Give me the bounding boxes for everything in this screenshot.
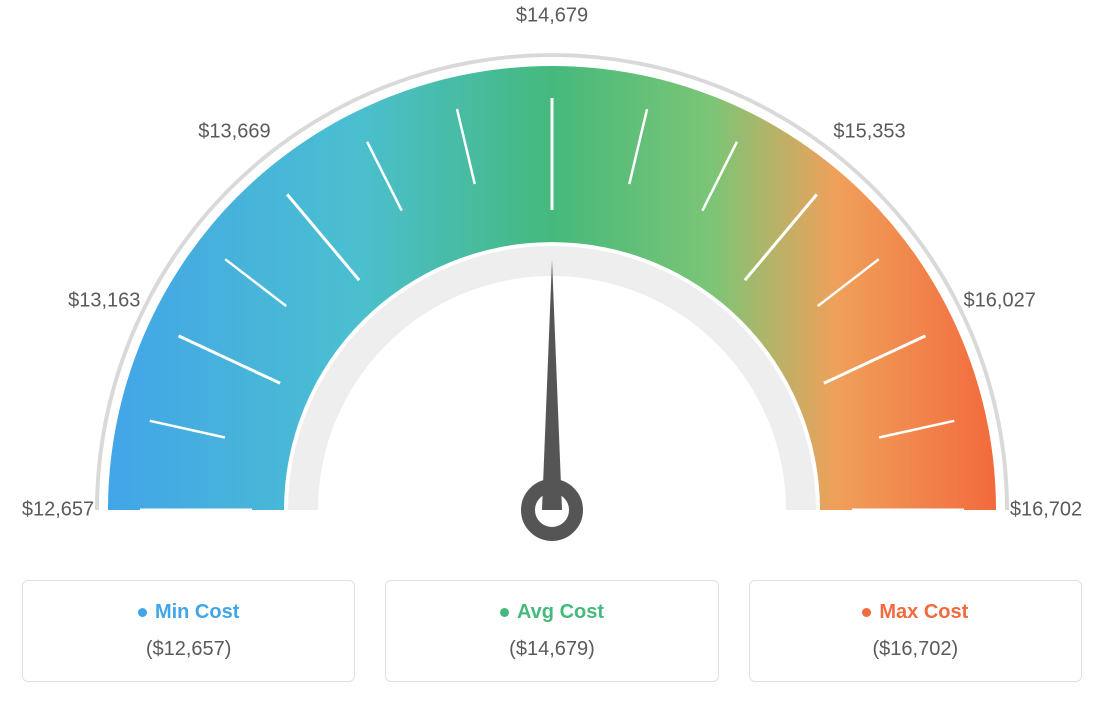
- max-cost-title: Max Cost: [862, 601, 968, 624]
- min-cost-title: Min Cost: [138, 601, 239, 624]
- dot-icon: [500, 608, 509, 617]
- gauge-tick-label: $15,353: [833, 120, 905, 143]
- max-cost-label: Max Cost: [879, 601, 968, 624]
- gauge-tick-label: $12,657: [22, 499, 94, 522]
- gauge-svg: [22, 20, 1082, 560]
- min-cost-value: ($12,657): [33, 638, 344, 661]
- summary-cards: Min Cost ($12,657) Avg Cost ($14,679) Ma…: [22, 580, 1082, 682]
- min-cost-card: Min Cost ($12,657): [22, 580, 355, 682]
- gauge-tick-label: $16,027: [964, 290, 1036, 313]
- max-cost-value: ($16,702): [760, 638, 1071, 661]
- avg-cost-label: Avg Cost: [517, 601, 604, 624]
- gauge-tick-label: $13,669: [198, 120, 270, 143]
- gauge-chart: $12,657$13,163$13,669$14,679$15,353$16,0…: [22, 20, 1082, 560]
- gauge-tick-label: $13,163: [68, 290, 140, 313]
- dot-icon: [138, 608, 147, 617]
- dot-icon: [862, 608, 871, 617]
- avg-cost-title: Avg Cost: [500, 601, 604, 624]
- min-cost-label: Min Cost: [155, 601, 239, 624]
- avg-cost-card: Avg Cost ($14,679): [385, 580, 718, 682]
- max-cost-card: Max Cost ($16,702): [749, 580, 1082, 682]
- avg-cost-value: ($14,679): [396, 638, 707, 661]
- gauge-tick-label: $14,679: [516, 5, 588, 28]
- gauge-tick-label: $16,702: [1010, 499, 1082, 522]
